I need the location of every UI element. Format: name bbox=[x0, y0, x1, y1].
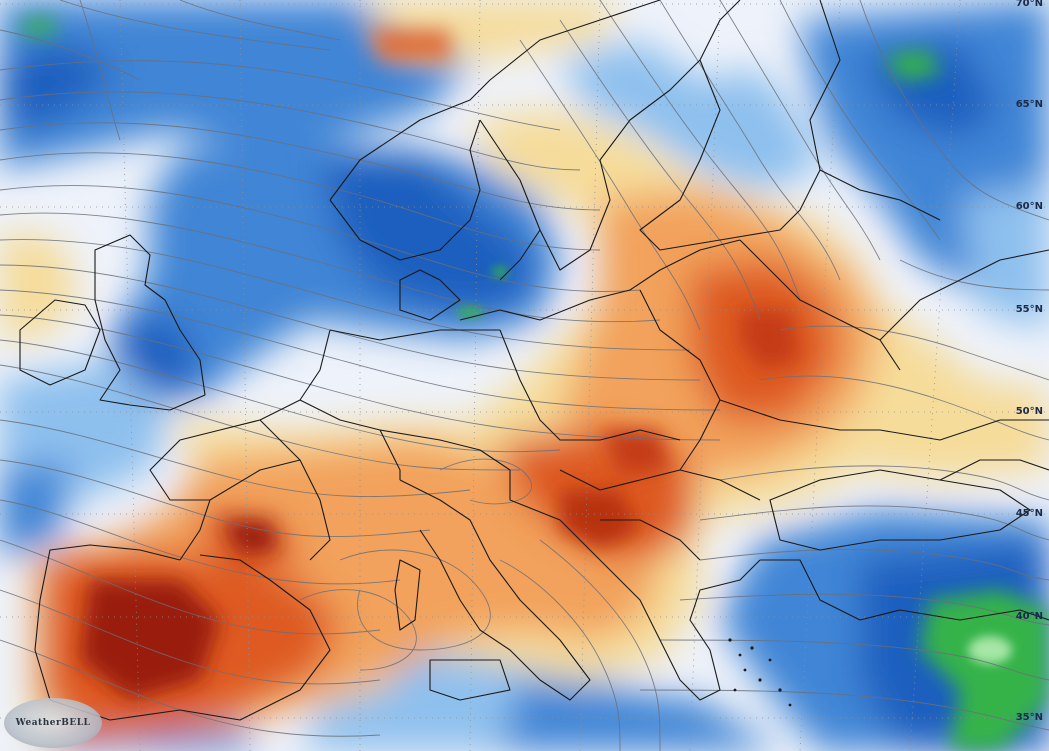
weatherbell-logo: WeatherBELL bbox=[4, 698, 102, 748]
lat-label-70: 70°N bbox=[1015, 0, 1043, 9]
lat-label-60: 60°N bbox=[1015, 201, 1043, 212]
lat-label-55: 55°N bbox=[1015, 304, 1043, 315]
logo-text: WeatherBELL bbox=[15, 718, 91, 728]
lat-label-35: 35°N bbox=[1015, 712, 1043, 723]
aegean-islands bbox=[728, 638, 792, 707]
coastlines-and-borders bbox=[19, 0, 1049, 721]
lat-label-40: 40°N bbox=[1015, 611, 1043, 622]
lat-label-45: 45°N bbox=[1015, 508, 1043, 519]
logo-disk bbox=[4, 698, 102, 748]
lat-label-50: 50°N bbox=[1015, 406, 1043, 417]
lat-label-65: 65°N bbox=[1015, 99, 1043, 110]
